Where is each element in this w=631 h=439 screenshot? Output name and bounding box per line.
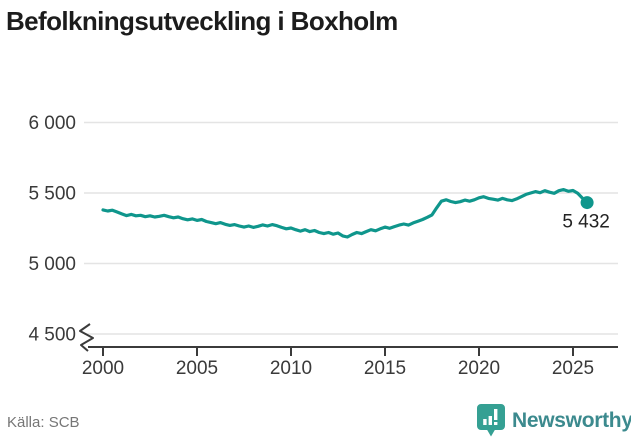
newsworthy-wordmark: Newsworthy: [512, 408, 631, 432]
y-tick-label-5500: 5 500: [28, 184, 76, 205]
x-axis-tick-labels: 2000 2005 2010 2015 2020 2025: [82, 358, 594, 379]
x-tick-label-2025: 2025: [552, 358, 594, 379]
page-title: Befolkningsutveckling i Boxholm: [6, 6, 398, 36]
gridlines: [84, 121, 618, 335]
y-axis-tick-labels: 4 500 5 000 5 500 6 000: [28, 113, 76, 346]
population-line-chart: 4 500 5 000 5 500 6 000 2000 2005 2010 2015 202…: [28, 113, 618, 379]
newsworthy-bubble-barchart-icon: [477, 404, 505, 437]
x-tick-label-2015: 2015: [364, 358, 406, 379]
x-tick-label-2000: 2000: [82, 358, 124, 379]
newsworthy-logo[interactable]: Newsworthy: [476, 403, 631, 438]
population-series-line: [101, 188, 589, 239]
y-tick-label-5000: 5 000: [28, 254, 76, 275]
axis-break-squiggle-icon: [79, 323, 94, 352]
series-end-value-label: 5 432: [562, 212, 610, 233]
x-axis-ticks: [102, 347, 574, 356]
x-tick-label-2005: 2005: [176, 358, 218, 379]
x-tick-label-2010: 2010: [270, 358, 312, 379]
x-tick-label-2020: 2020: [458, 358, 500, 379]
y-tick-label-6000: 6 000: [28, 113, 76, 134]
source-caption: Källa: SCB: [7, 414, 80, 431]
y-tick-label-4500: 4 500: [28, 325, 76, 346]
series-end-dot: [580, 196, 594, 210]
